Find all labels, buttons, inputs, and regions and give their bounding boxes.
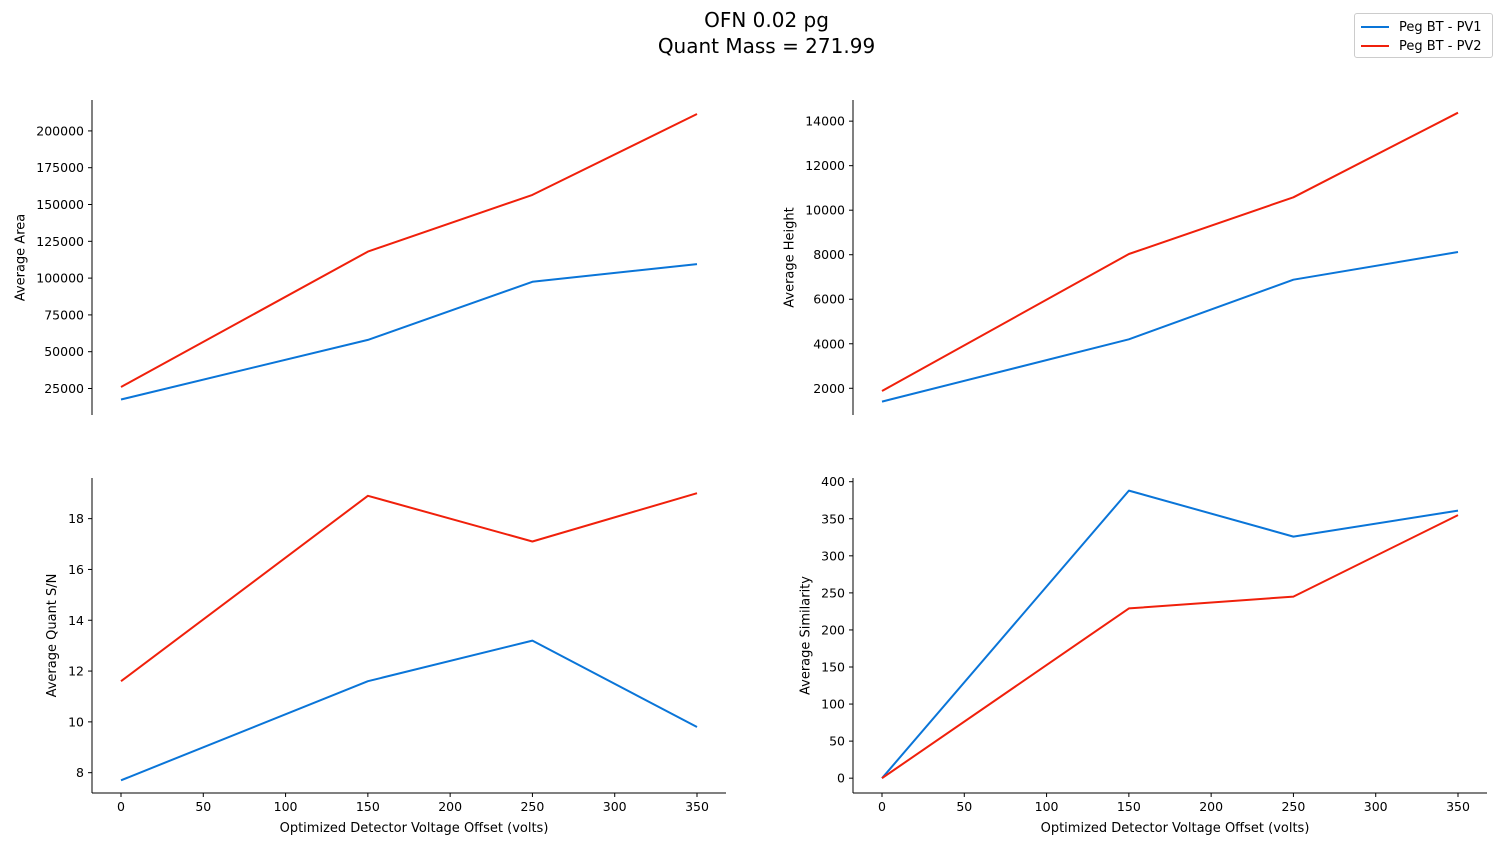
y-tick-label: 100 — [821, 697, 845, 712]
y-tick-label: 50000 — [44, 344, 84, 359]
y-tick-label: 100000 — [36, 271, 84, 286]
y-tick-label: 125000 — [36, 234, 84, 249]
x-tick-label: 350 — [685, 799, 709, 814]
y-axis-label: Average Similarity — [798, 576, 813, 695]
y-tick-label: 300 — [821, 548, 845, 563]
series-line-1 — [120, 263, 698, 401]
y-tick-label: 75000 — [44, 307, 84, 322]
y-tick-label: 18 — [68, 511, 84, 526]
y-tick-label: 12000 — [805, 158, 845, 173]
x-tick-label: 50 — [195, 799, 211, 814]
x-axis-label: Optimized Detector Voltage Offset (volts… — [1041, 821, 1310, 836]
y-axis-label: Average Area — [14, 214, 29, 301]
series-line-1 — [881, 489, 1459, 779]
x-tick-label: 200 — [438, 799, 462, 814]
series-line-2 — [120, 113, 698, 388]
series-line-1 — [881, 251, 1459, 403]
x-tick-label: 150 — [1117, 799, 1141, 814]
legend-label-pv2: Peg BT - PV2 — [1399, 38, 1482, 54]
y-tick-label: 150000 — [36, 197, 84, 212]
series-line-2 — [881, 111, 1459, 392]
y-tick-label: 16 — [68, 562, 84, 577]
legend: Peg BT - PV1 Peg BT - PV2 — [1354, 13, 1493, 58]
y-tick-label: 250 — [821, 585, 845, 600]
x-tick-label: 100 — [1035, 799, 1059, 814]
y-tick-label: 14 — [68, 613, 84, 628]
y-tick-label: 8000 — [813, 247, 845, 262]
y-tick-label: 12 — [68, 664, 84, 679]
y-tick-label: 0 — [837, 771, 845, 786]
legend-entry-pv1: Peg BT - PV1 — [1361, 18, 1482, 36]
legend-swatch-pv1 — [1361, 26, 1389, 28]
x-tick-label: 0 — [117, 799, 125, 814]
subplot-bottom-right: 0 50 100 150 200 250 300 350 Optimized Detector … — [798, 474, 1487, 836]
legend-entry-pv2: Peg BT - PV2 — [1361, 37, 1482, 55]
x-tick-label: 150 — [356, 799, 380, 814]
x-tick-label: 0 — [878, 799, 886, 814]
y-tick-label: 350 — [821, 511, 845, 526]
y-tick-label: 200000 — [36, 123, 84, 138]
y-tick-label: 6000 — [813, 292, 845, 307]
y-tick-label: 4000 — [813, 336, 845, 351]
series-line-2 — [120, 492, 698, 682]
y-axis-label: Average Height — [783, 207, 798, 308]
x-tick-label: 300 — [603, 799, 627, 814]
subplot-top-left: 25000 50000 75000 100000 125000 150000 175000 2… — [14, 100, 698, 415]
legend-label-pv1: Peg BT - PV1 — [1399, 19, 1482, 35]
figure-subtitle: Quant Mass = 271.99 — [657, 34, 876, 58]
x-tick-label: 350 — [1446, 799, 1470, 814]
y-tick-label: 2000 — [813, 381, 845, 396]
y-tick-label: 200 — [821, 622, 845, 637]
subplot-top-right: 2000 4000 6000 8000 10000 12000 14000 Average H… — [783, 100, 1459, 415]
y-tick-label: 10 — [68, 714, 84, 729]
y-tick-label: 14000 — [805, 114, 845, 129]
subplot-bottom-left: 0 50 100 150 200 250 300 350 Optimized Detector … — [45, 478, 726, 836]
y-tick-label: 150 — [821, 660, 845, 675]
y-tick-label: 8 — [76, 765, 84, 780]
y-axis-label: Average Quant S/N — [45, 574, 60, 698]
legend-swatch-pv2 — [1361, 45, 1389, 47]
figure-title: OFN 0.02 pg — [704, 8, 829, 32]
x-tick-label: 100 — [274, 799, 298, 814]
x-tick-label: 300 — [1364, 799, 1388, 814]
series-line-1 — [120, 639, 698, 782]
y-tick-label: 25000 — [44, 381, 84, 396]
x-axis-label: Optimized Detector Voltage Offset (volts… — [280, 821, 549, 836]
x-tick-label: 250 — [1281, 799, 1305, 814]
y-tick-label: 175000 — [36, 160, 84, 175]
x-tick-label: 250 — [520, 799, 544, 814]
y-tick-label: 50 — [829, 734, 845, 749]
y-tick-label: 400 — [821, 474, 845, 489]
y-tick-label: 10000 — [805, 203, 845, 218]
x-tick-label: 200 — [1199, 799, 1223, 814]
series-line-2 — [881, 514, 1459, 780]
x-tick-label: 50 — [956, 799, 972, 814]
